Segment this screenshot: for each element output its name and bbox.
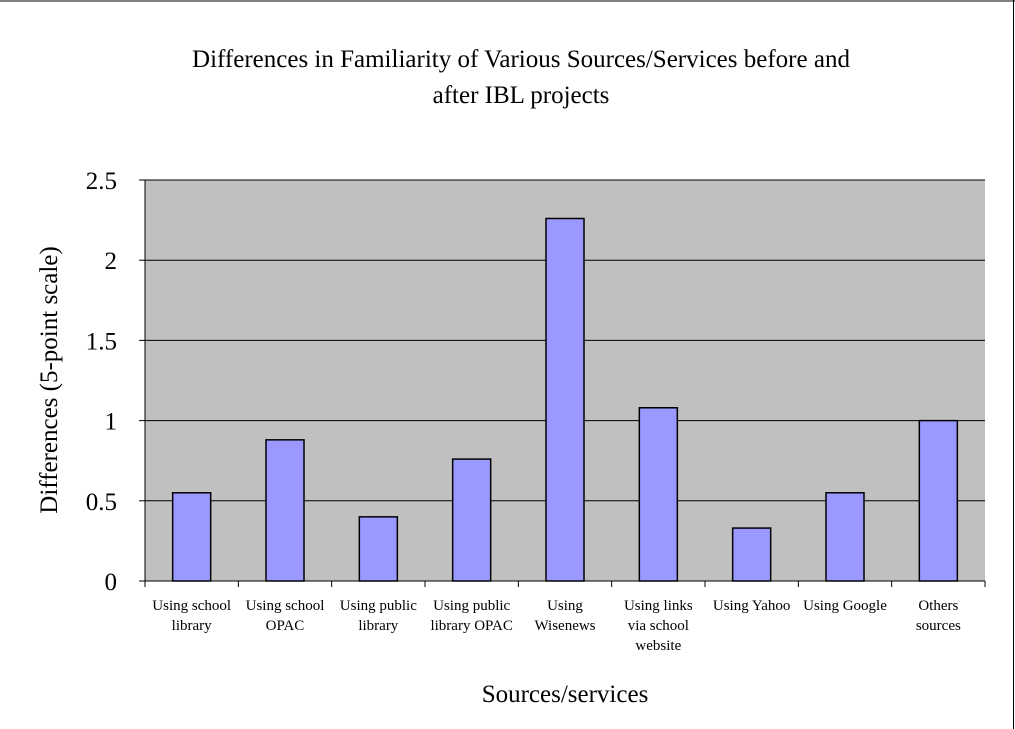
x-tick-label: Using Yahoo: [713, 598, 791, 614]
bar: [451, 458, 492, 582]
x-tick-label: Using public: [340, 598, 417, 614]
x-tick-label: website: [635, 638, 681, 654]
bar: [638, 407, 679, 582]
chart-title-line-2: after IBL projects: [433, 82, 610, 109]
y-tick-label: 1: [105, 409, 118, 436]
bar: [825, 492, 865, 582]
y-tick-label: 0.5: [86, 489, 117, 516]
x-tick-label: library OPAC: [430, 618, 512, 634]
x-axis-label: Sources/services: [482, 681, 649, 708]
chart-title-line-1: Differences in Familiarity of Various So…: [192, 46, 850, 73]
x-tick-label: Using public: [433, 598, 510, 614]
bar: [171, 492, 212, 582]
x-tick-label: Using school: [152, 598, 231, 614]
bar: [358, 516, 399, 582]
x-tick-label: Using links: [624, 598, 693, 614]
x-tick-label: Others: [918, 598, 958, 614]
bar: [918, 419, 959, 582]
x-tick-label: OPAC: [266, 618, 305, 634]
x-tick-labels: Using school library Using school OPAC Using…: [152, 598, 961, 654]
x-tick-label: Using: [547, 598, 583, 614]
y-axis-label: Differences (5-point scale): [36, 246, 63, 513]
x-tick-label: library: [172, 618, 212, 634]
y-tick-labels: 0 0.5 1 1.5 2 2.5: [86, 168, 117, 596]
bar: [731, 527, 772, 582]
bar: [265, 439, 305, 582]
y-tick-label: 2: [105, 248, 118, 275]
y-tick-label: 2.5: [86, 168, 117, 195]
x-tick-label: Wisenews: [534, 618, 595, 634]
x-tick-label: sources: [916, 618, 961, 634]
x-tick-label: library: [358, 618, 398, 634]
bar: [545, 217, 585, 582]
y-tick-label: 0: [105, 569, 118, 596]
x-tick-label: Using school: [246, 598, 325, 614]
x-tick-label: via school: [628, 618, 689, 634]
y-tick-label: 1.5: [86, 328, 117, 355]
axes: [139, 179, 986, 587]
x-tick-label: Using Google: [803, 598, 887, 614]
